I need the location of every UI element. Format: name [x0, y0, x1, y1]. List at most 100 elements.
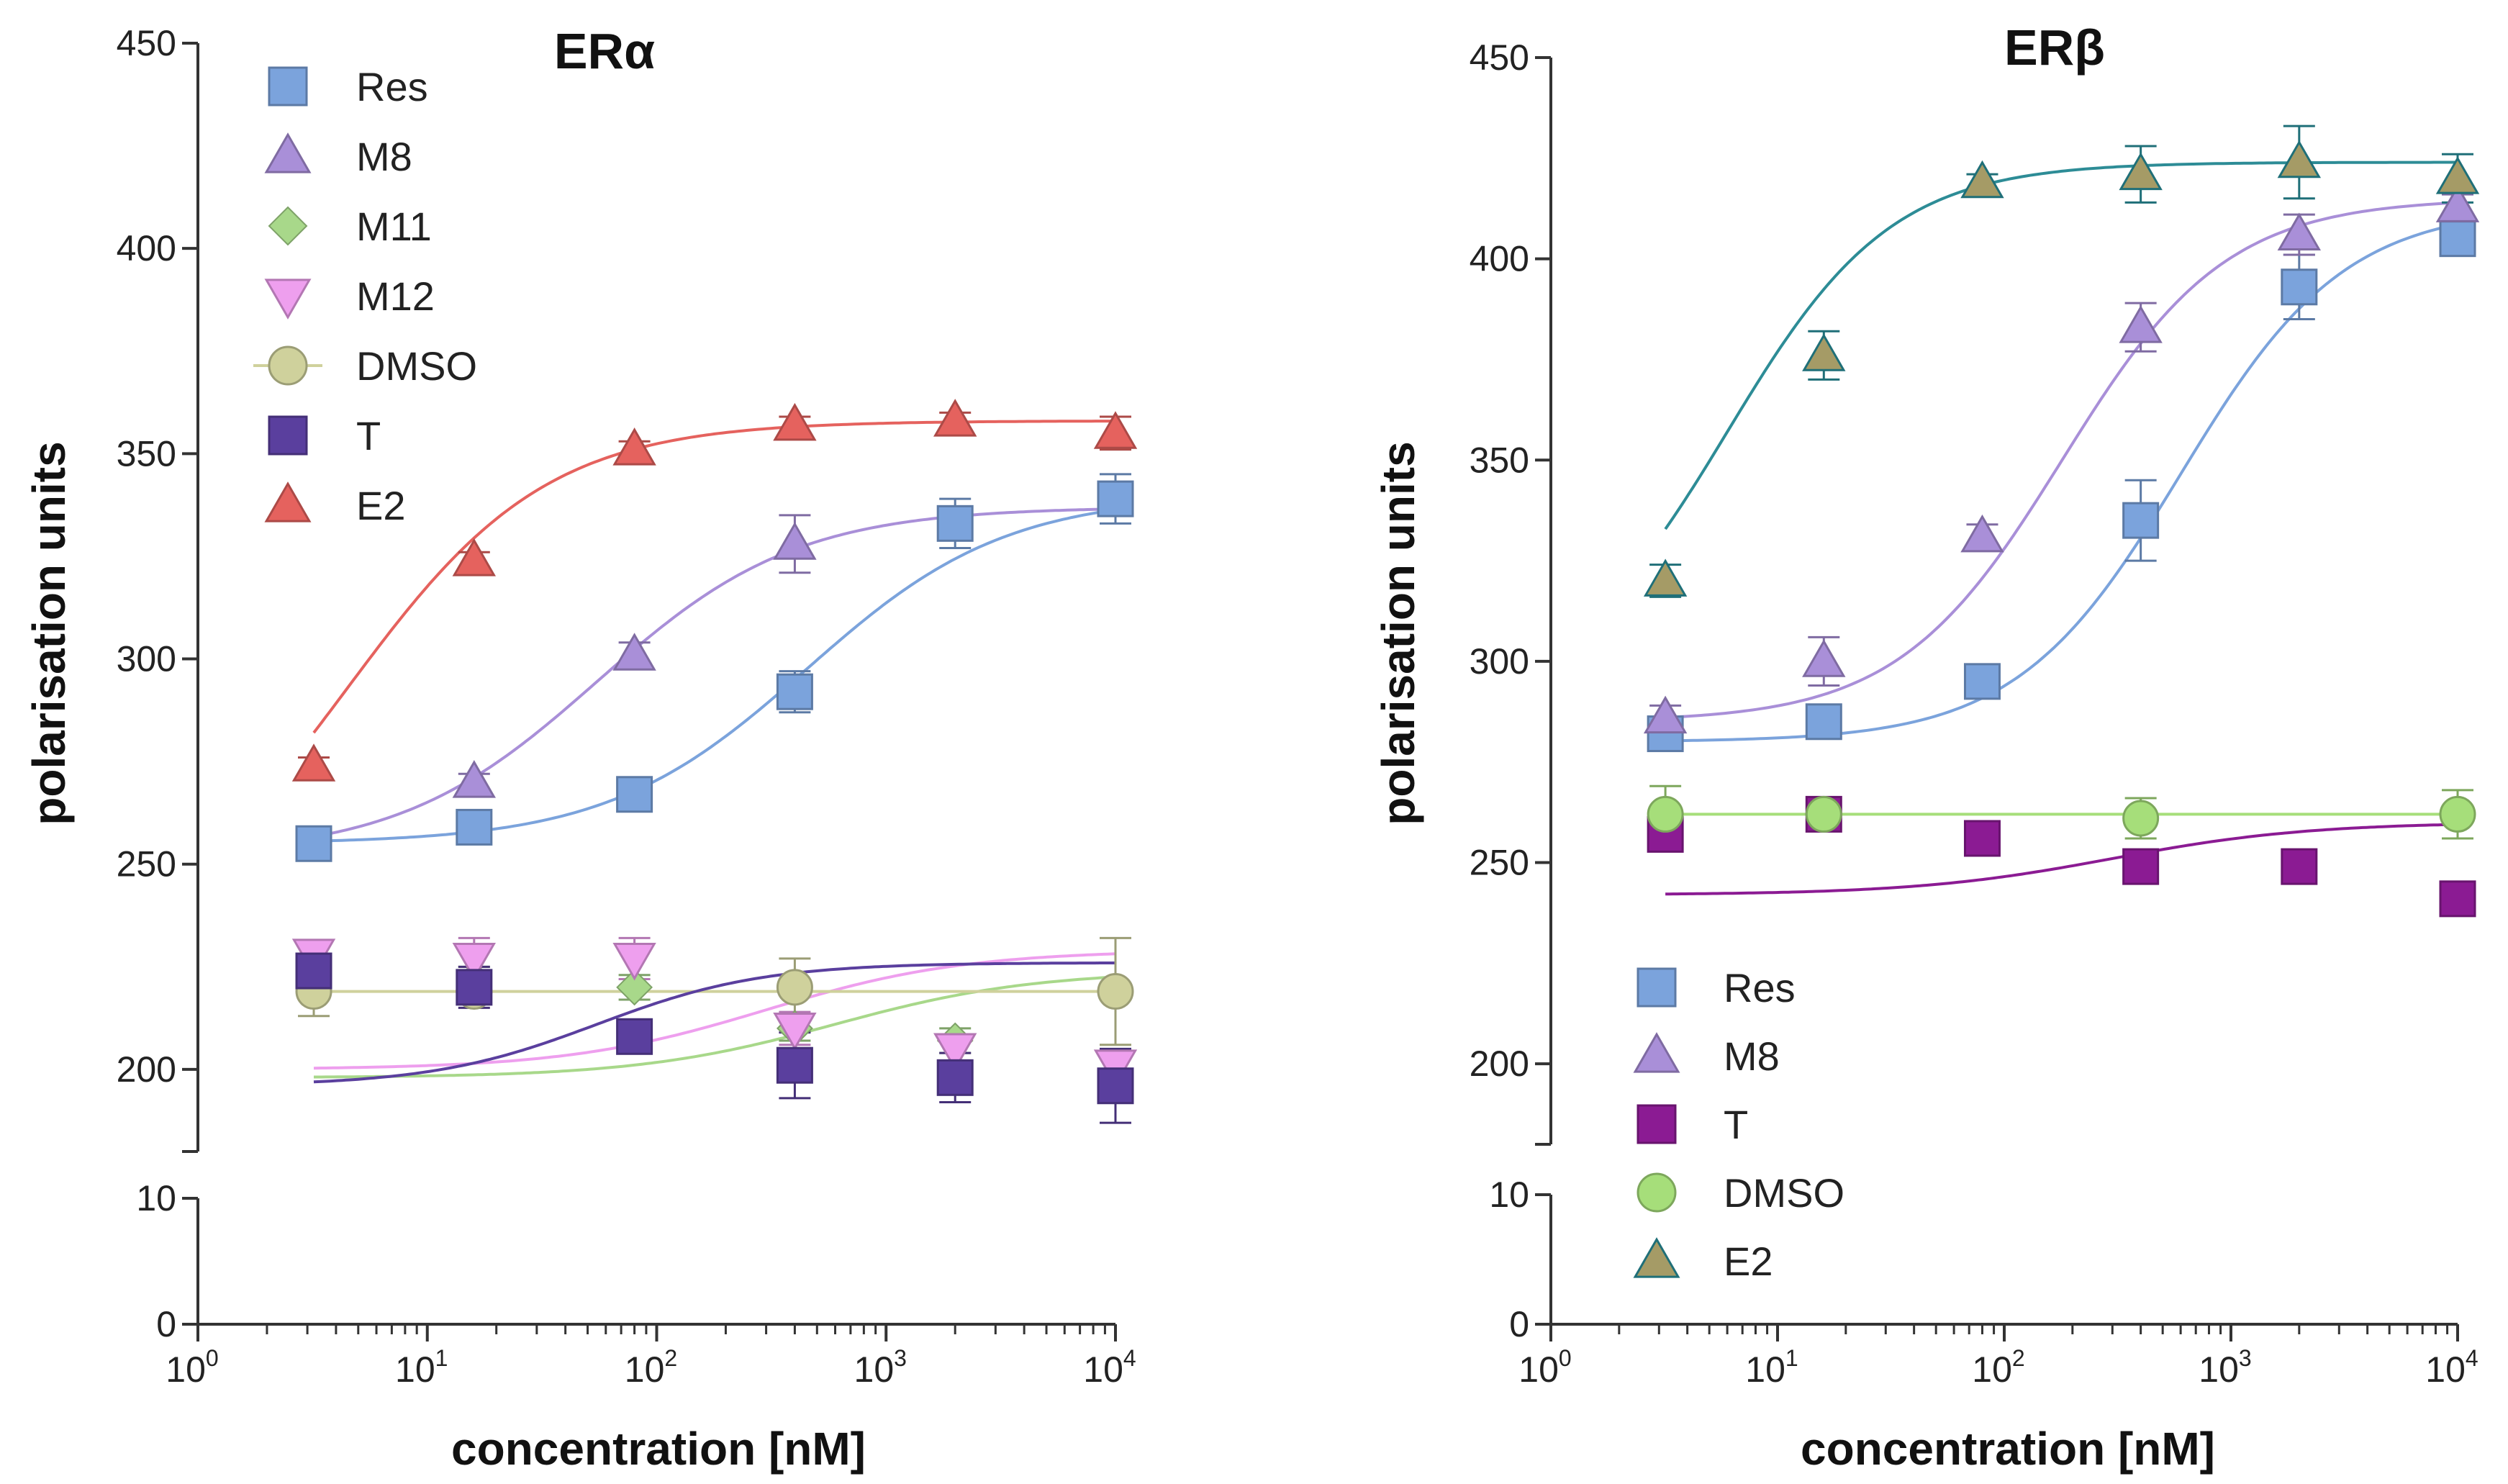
y-tick-label: 200: [117, 1049, 176, 1090]
legend-marker-t: [1636, 1104, 1677, 1144]
legend-marker-t: [268, 415, 308, 456]
fit-curve-e2: [312, 420, 1115, 734]
data-point-e2: [2277, 140, 2322, 178]
data-point-t: [456, 969, 493, 1006]
fit-curve-res: [313, 508, 1116, 843]
data-point-dmso: [1805, 795, 1842, 833]
data-point-res: [616, 776, 653, 813]
legend-label-res: Res: [1724, 965, 1796, 1010]
data-point-e2: [933, 399, 977, 437]
legend: Res M8 T DMSO E2: [1633, 965, 1844, 1284]
x-tick-label: 100: [1518, 1345, 1571, 1390]
y-tick-label: 300: [1470, 641, 1529, 682]
data-point-m8: [452, 760, 497, 798]
data-point-dmso: [2122, 800, 2160, 837]
x-tick-label: 102: [1972, 1345, 2024, 1390]
y-tick-label: 450: [1470, 37, 1529, 78]
x-tick-label: 102: [625, 1345, 677, 1390]
x-axis-title: concentration [nM]: [1801, 1423, 2215, 1475]
legend-label-e2: E2: [356, 483, 406, 528]
fit-curves: [1664, 160, 2458, 896]
data-point-m8: [773, 522, 817, 560]
y-tick-label: 400: [1470, 239, 1529, 279]
legend-label-m8: M8: [356, 134, 412, 179]
x-tick-label: 103: [854, 1345, 907, 1390]
data-markers: [1643, 140, 2480, 918]
x-axis-title: concentration [nM]: [451, 1423, 866, 1475]
data-point-e2: [1093, 411, 1138, 449]
legend-label-m11: M11: [356, 204, 432, 249]
x-tick-label: 103: [2199, 1345, 2251, 1390]
data-point-e2: [452, 538, 497, 576]
data-point-m11: [616, 969, 653, 1006]
data-point-res: [1805, 703, 1842, 741]
fit-curve-e2: [1664, 160, 2458, 530]
y-tick-label: 300: [117, 639, 176, 679]
data-point-dmso: [776, 969, 813, 1006]
data-point-m12: [773, 1012, 817, 1051]
y-tick-label: 350: [117, 433, 176, 474]
y-tick-label: 0: [1509, 1304, 1529, 1344]
data-point-m8: [2119, 305, 2163, 343]
legend-label-res: Res: [356, 64, 428, 109]
legend-marker-m8: [1633, 1032, 1680, 1073]
data-point-m12: [612, 943, 656, 981]
y-tick-label: 200: [1470, 1044, 1529, 1084]
legend-marker-res: [268, 66, 308, 107]
y-tick-label: 400: [117, 228, 176, 268]
axes: 200 250 300 350 400 450 0 10 100 101 102 103 104: [1470, 37, 2478, 1390]
legend: Res M8 M11 M12 DMSO T E2: [253, 64, 477, 528]
y-tick-label: 10: [136, 1178, 176, 1218]
data-point-t: [1963, 820, 2001, 857]
legend-label-m12: M12: [356, 273, 435, 319]
legend-label-e2: E2: [1724, 1239, 1773, 1284]
data-point-e2: [2435, 156, 2480, 194]
data-point-m8: [2435, 184, 2480, 222]
data-point-res: [2122, 502, 2160, 539]
y-tick-label: 250: [117, 844, 176, 884]
chart-title: ERα: [554, 23, 655, 79]
data-point-res: [1963, 663, 2001, 700]
y-tick-label: 250: [1470, 843, 1529, 883]
legend-marker-m11: [268, 206, 308, 246]
legend-marker-e2: [1633, 1237, 1680, 1278]
legend-label-dmso: DMSO: [1724, 1170, 1844, 1216]
data-point-dmso: [2439, 795, 2476, 833]
fit-curves: [312, 420, 1116, 1084]
data-point-dmso: [1097, 973, 1134, 1010]
legend-marker-m12: [264, 279, 312, 320]
data-point-e2: [612, 427, 656, 466]
fit-curve-m8: [1665, 201, 2458, 720]
legend-label-t: T: [1724, 1102, 1748, 1147]
data-markers: [291, 399, 1138, 1105]
x-tick-label: 100: [166, 1345, 218, 1390]
data-point-m8: [2277, 212, 2322, 250]
data-point-t: [936, 1059, 974, 1096]
y-tick-label: 0: [156, 1304, 176, 1344]
fit-curve-t: [1665, 823, 2458, 896]
data-point-e2: [291, 743, 336, 782]
legend-marker-dmso: [1636, 1172, 1677, 1213]
x-tick-label: 101: [395, 1345, 448, 1390]
data-point-res: [1097, 480, 1134, 517]
y-tick-label: 350: [1470, 440, 1529, 480]
axes: 200 250 300 350 400 450 0 10 100 101 102 103 104: [117, 23, 1136, 1390]
data-point-e2: [1960, 160, 2004, 199]
data-point-res: [295, 825, 332, 862]
fit-curve-t: [313, 962, 1115, 1084]
data-point-dmso: [1647, 795, 1684, 833]
legend-marker-res: [1636, 967, 1677, 1008]
chart-panel-er-beta: ERβ polarisation units concentration [nM…: [1372, 19, 2480, 1475]
y-tick-label: 10: [1489, 1175, 1529, 1215]
fit-curve-m12: [313, 952, 1116, 1070]
y-axis-title: polarisation units: [23, 441, 75, 825]
data-point-m12: [452, 943, 497, 981]
data-point-e2: [2119, 152, 2163, 191]
data-point-res: [456, 808, 493, 846]
legend-label-t: T: [356, 413, 381, 458]
legend-marker-e2: [264, 481, 312, 522]
chart-panel-er-alpha: ERα polarisation units concentration [nM…: [23, 23, 1138, 1475]
data-point-e2: [1643, 558, 1688, 597]
error-bars: [1649, 125, 2473, 913]
